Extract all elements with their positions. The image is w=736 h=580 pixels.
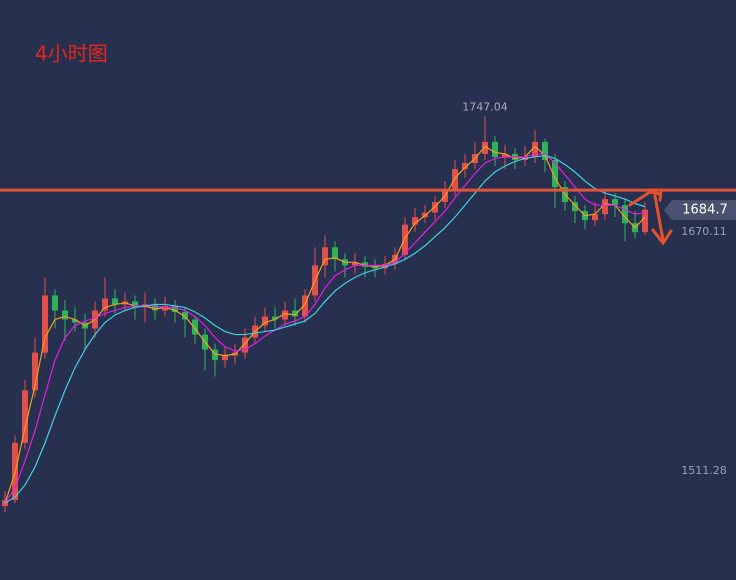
arrow-up — [628, 190, 662, 207]
arrow-down — [653, 194, 665, 242]
moving-average — [4, 145, 646, 504]
candle-body — [272, 316, 278, 320]
last-price: 1684.7 — [682, 203, 728, 218]
candle-body — [412, 217, 418, 225]
candle-body — [102, 298, 108, 311]
candle-body — [462, 162, 468, 170]
candle-body — [322, 247, 328, 266]
candle-body — [32, 352, 38, 391]
candle-body — [162, 305, 168, 311]
candle-body — [242, 337, 248, 353]
candle-body — [172, 305, 178, 312]
candle-body — [482, 141, 488, 154]
candle-body — [112, 298, 118, 305]
candle-body — [552, 159, 558, 188]
candle-body — [382, 263, 388, 269]
arrow-up-head — [649, 188, 663, 202]
price-label: 1511.28 — [681, 464, 727, 477]
candle-body — [452, 169, 458, 191]
high-label: 1747.04 — [462, 100, 508, 113]
candle-body — [292, 310, 298, 317]
candle-body — [352, 262, 358, 266]
candle-body — [612, 199, 618, 206]
moving-average — [4, 154, 646, 504]
arrow-down-head — [651, 228, 673, 246]
candle-body — [212, 349, 218, 361]
candle-body — [182, 311, 188, 320]
candle-body — [282, 310, 288, 320]
candle-body — [602, 199, 608, 215]
price-label: 1670.11 — [681, 225, 727, 238]
candle-body — [372, 266, 378, 269]
candle-body — [642, 209, 648, 233]
candle-body — [222, 355, 228, 361]
candle-body — [402, 224, 408, 255]
moving-average — [4, 153, 646, 504]
candle-body — [502, 153, 508, 157]
candle-body — [592, 214, 598, 221]
candle-body — [42, 295, 48, 353]
candle-body — [62, 310, 68, 320]
candle-body — [132, 301, 138, 308]
candle-body — [572, 202, 578, 212]
candle-body — [262, 316, 268, 326]
candle-body — [622, 205, 628, 224]
last-price-badge — [664, 200, 736, 221]
candle-body — [542, 141, 548, 160]
candle-body — [332, 247, 338, 260]
candle-body — [52, 295, 58, 311]
candle-body — [192, 319, 198, 335]
candle-body — [152, 304, 158, 311]
candle-body — [362, 262, 368, 267]
trend-arrows — [628, 188, 673, 246]
candle-body — [492, 141, 498, 157]
candle-body — [532, 141, 538, 157]
candle-body — [302, 295, 308, 317]
chart-title: 4小时图 — [35, 42, 108, 66]
candle-body — [72, 319, 78, 323]
candle-body — [22, 390, 28, 443]
